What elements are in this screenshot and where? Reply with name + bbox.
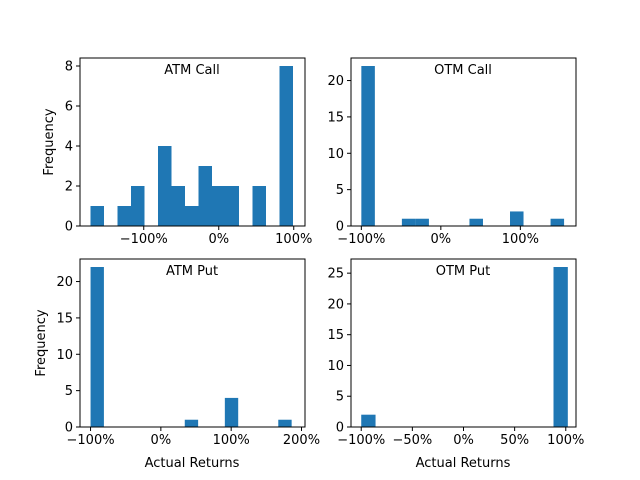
x-tick-label: 0% <box>453 433 474 448</box>
x-tick-label: −100% <box>67 433 115 448</box>
histogram-bar <box>279 66 293 226</box>
subplot-otm-call: −100% 0% 100% 0 5 10 15 20 OTM Call <box>327 57 577 247</box>
histogram-bar <box>415 218 429 226</box>
x-ticks: −100% 0% 100% 200% <box>67 427 320 448</box>
histogram-bars <box>90 267 292 427</box>
y-tick-label: 5 <box>336 390 344 405</box>
histogram-bar <box>131 186 145 226</box>
histogram-bar <box>361 414 376 427</box>
axes-frame <box>350 57 577 227</box>
subplot-atm-put: −100% 0% 100% 200% 0 5 10 15 20 ATM Put Frequen… <box>34 258 320 471</box>
histogram-bar <box>401 218 416 226</box>
x-tick-label: 100% <box>547 433 584 448</box>
subplot-atm-call: −100% 0% 100% 0 2 4 6 8 ATM Call Frequency <box>42 57 312 247</box>
subplot-title: OTM Put <box>436 264 490 279</box>
y-tick-label: 20 <box>327 74 344 89</box>
y-ticks: 0 5 10 15 20 <box>56 275 80 436</box>
subplot-title: ATM Call <box>164 63 219 78</box>
y-tick-label: 2 <box>65 180 73 195</box>
y-tick-label: 10 <box>327 147 344 162</box>
x-ticks: −100% −50% 0% 50% 100% <box>337 427 584 448</box>
y-tick-label: 25 <box>327 267 344 282</box>
axes-frame <box>79 57 306 227</box>
x-tick-label: 0% <box>208 232 229 247</box>
x-tick-label: −100% <box>337 433 385 448</box>
y-ticks: 0 2 4 6 8 <box>65 60 80 235</box>
y-tick-label: 10 <box>327 359 344 374</box>
histogram-bar <box>278 419 292 427</box>
y-tick-label: 0 <box>65 220 73 235</box>
histogram-bar <box>224 397 239 427</box>
y-tick-label: 0 <box>65 421 73 436</box>
subplot-title: OTM Call <box>434 63 492 78</box>
x-tick-label: 100% <box>213 433 250 448</box>
y-tick-label: 15 <box>327 110 344 125</box>
subplot-otm-put: −100% −50% 0% 50% 100% 0 5 10 15 20 25 OTM Put Ac… <box>327 258 584 471</box>
axes-frame <box>79 258 306 428</box>
histogram-bar <box>212 186 226 226</box>
y-ticks: 0 5 10 15 20 <box>327 74 351 235</box>
histogram-bars <box>361 66 565 226</box>
histogram-bar <box>184 419 199 427</box>
histogram-bar <box>553 267 568 427</box>
y-tick-label: 0 <box>336 220 344 235</box>
histogram-bars <box>361 267 568 427</box>
x-tick-label: 100% <box>502 232 539 247</box>
histogram-bar <box>117 206 131 226</box>
histogram-bar <box>90 206 104 226</box>
histogram-bar <box>185 206 199 226</box>
y-tick-label: 15 <box>327 328 344 343</box>
histogram-bar <box>469 218 483 226</box>
y-ticks: 0 5 10 15 20 25 <box>327 267 351 436</box>
x-tick-label: 50% <box>500 433 529 448</box>
y-tick-label: 10 <box>56 348 73 363</box>
x-ticks: −100% 0% 100% <box>337 226 539 247</box>
y-tick-label: 4 <box>65 140 73 155</box>
histogram-bar <box>361 66 375 226</box>
histogram-bar <box>90 267 104 427</box>
histogram-bar <box>252 186 266 226</box>
x-tick-label: −50% <box>392 433 432 448</box>
histogram-bar <box>510 211 524 226</box>
histogram-bar <box>550 218 565 226</box>
y-tick-label: 0 <box>336 421 344 436</box>
x-axis-label: Actual Returns <box>416 456 511 471</box>
x-tick-label: 0% <box>151 433 172 448</box>
histogram-bar <box>171 186 185 226</box>
y-axis-label: Frequency <box>34 309 49 376</box>
y-tick-label: 20 <box>327 297 344 312</box>
x-tick-label: −100% <box>337 232 385 247</box>
x-tick-label: −100% <box>120 232 168 247</box>
y-tick-label: 20 <box>56 275 73 290</box>
histogram-bar <box>225 186 239 226</box>
x-tick-label: 100% <box>275 232 312 247</box>
y-tick-label: 8 <box>65 60 73 75</box>
x-ticks: −100% 0% 100% <box>120 226 312 247</box>
x-tick-label: 0% <box>431 232 452 247</box>
histogram-bar <box>158 146 172 226</box>
y-tick-label: 6 <box>65 100 73 115</box>
histogram-bars <box>90 66 293 226</box>
y-tick-label: 5 <box>336 183 344 198</box>
x-axis-label: Actual Returns <box>145 456 240 471</box>
y-tick-label: 5 <box>65 384 73 399</box>
histogram-bar <box>198 166 212 226</box>
y-tick-label: 15 <box>56 311 73 326</box>
x-tick-label: 200% <box>283 433 320 448</box>
y-axis-label: Frequency <box>42 108 57 175</box>
subplot-title: ATM Put <box>166 264 218 279</box>
